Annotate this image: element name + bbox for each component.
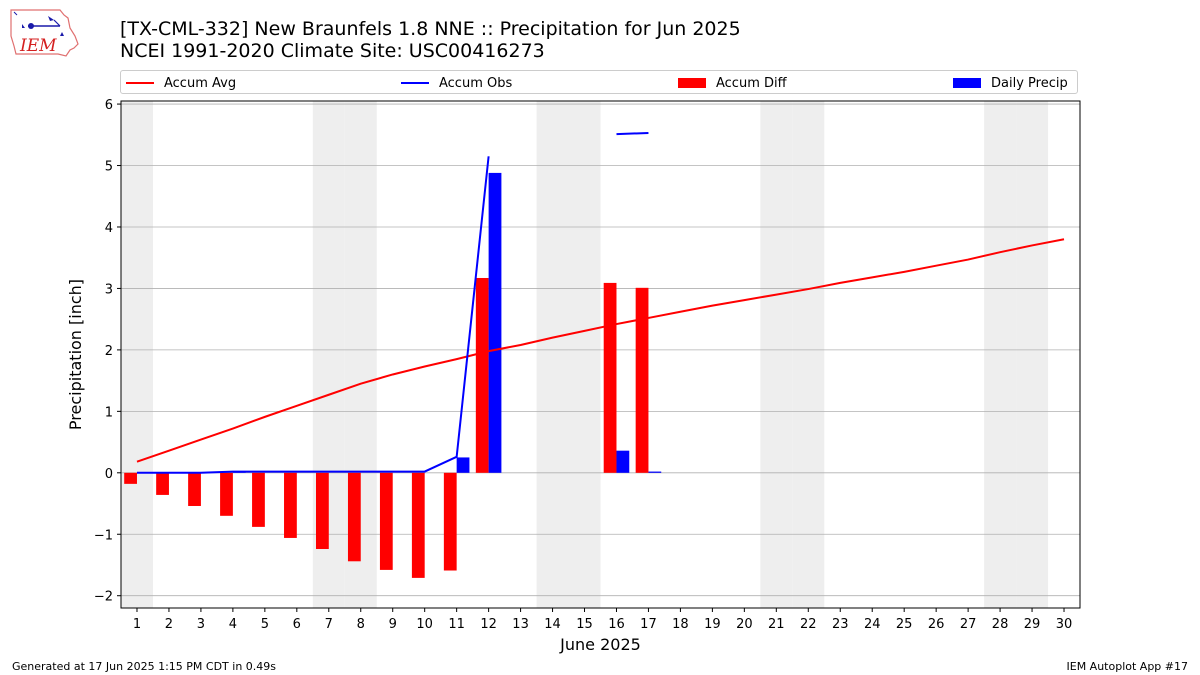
weekend-shade <box>536 101 569 608</box>
x-tick-label: 30 <box>1056 617 1073 632</box>
x-tick-label: 26 <box>928 617 945 632</box>
legend-label-accum-obs: Accum Obs <box>439 75 513 91</box>
x-tick-label: 19 <box>704 617 721 632</box>
x-tick-label: 21 <box>768 617 785 632</box>
x-tick-label: 11 <box>448 617 465 632</box>
accum-diff-bar <box>252 472 265 527</box>
iem-logo: IEM <box>10 9 79 57</box>
x-tick-label: 27 <box>960 617 977 632</box>
legend-label-accum-avg: Accum Avg <box>164 75 237 91</box>
accum-avg-swatch <box>126 82 154 84</box>
x-tick-label: 8 <box>357 617 365 632</box>
weekend-shade <box>1016 101 1049 608</box>
accum-diff-bar <box>156 472 169 495</box>
daily-precip-bar <box>456 457 470 473</box>
x-tick-label: 4 <box>229 617 237 632</box>
accum-diff-bar <box>124 472 137 484</box>
accum-obs-line <box>616 131 649 136</box>
x-tick-label: 29 <box>1024 617 1041 632</box>
x-tick-label: 9 <box>389 617 397 632</box>
x-tick-label: 14 <box>544 617 561 632</box>
title-line-2: NCEI 1991-2020 Climate Site: USC00416273 <box>120 40 545 62</box>
weekend-shade <box>121 101 153 608</box>
plot-frame <box>120 100 1081 609</box>
x-tick-label: 7 <box>325 617 333 632</box>
daily-precip-bar <box>616 450 630 473</box>
x-tick-label: 12 <box>480 617 497 632</box>
logo-text: IEM <box>19 36 57 56</box>
chart-legend: Accum Avg Accum Obs Accum Diff Daily Pre… <box>120 70 1078 94</box>
accum-obs-swatch <box>401 82 429 84</box>
weekend-shade <box>984 101 1017 608</box>
x-tick-label: 17 <box>640 617 657 632</box>
x-tick-label: 24 <box>864 617 881 632</box>
weekend-shade <box>792 101 825 608</box>
y-tick-label: 2 <box>105 344 113 359</box>
x-tick-label: 23 <box>832 617 849 632</box>
accum-diff-swatch <box>678 78 706 88</box>
accum-diff-bar <box>188 472 201 506</box>
x-tick-label: 22 <box>800 617 817 632</box>
y-tick-label: 5 <box>105 160 113 175</box>
legend-item-accum-obs: Accum Obs <box>401 74 512 92</box>
x-tick-label: 28 <box>992 617 1009 632</box>
x-tick-label: 6 <box>293 617 301 632</box>
y-tick-label: 4 <box>105 221 113 236</box>
accum-diff-bar <box>635 287 649 473</box>
x-tick-label: 13 <box>512 617 529 632</box>
accum-diff-bar <box>347 472 361 562</box>
accum-diff-bar <box>284 472 297 538</box>
daily-precip-swatch <box>953 78 981 88</box>
y-tick-label: 6 <box>105 98 113 113</box>
accum-obs-line <box>136 156 490 474</box>
x-tick-label: 1 <box>133 617 141 632</box>
daily-precip-bar <box>488 172 502 473</box>
x-tick-label: 3 <box>197 617 205 632</box>
y-tick-label: −2 <box>94 590 113 605</box>
generated-timestamp: Generated at 17 Jun 2025 1:15 PM CDT in … <box>12 660 277 673</box>
y-tick-label: −1 <box>94 528 113 543</box>
x-tick-label: 25 <box>896 617 913 632</box>
accum-diff-bar <box>220 472 233 516</box>
x-tick-label: 2 <box>165 617 173 632</box>
y-tick-label: 1 <box>105 405 113 420</box>
x-tick-label: 5 <box>261 617 269 632</box>
weekend-shade <box>760 101 793 608</box>
accum-diff-bar <box>379 472 393 570</box>
y-tick-label: 0 <box>105 467 113 482</box>
x-tick-label: 20 <box>736 617 753 632</box>
legend-item-accum-avg: Accum Avg <box>126 74 236 92</box>
legend-label-accum-diff: Accum Diff <box>716 75 787 91</box>
accum-diff-bar <box>443 472 457 571</box>
x-tick-label: 16 <box>608 617 625 632</box>
x-tick-label: 15 <box>576 617 593 632</box>
accum-diff-bar <box>475 277 489 473</box>
accum-avg-line <box>136 238 1065 463</box>
x-axis-label: June 2025 <box>559 635 641 654</box>
legend-label-daily-precip: Daily Precip <box>991 75 1068 91</box>
legend-item-accum-diff: Accum Diff <box>678 74 787 92</box>
accum-diff-bar <box>315 472 329 550</box>
chart-title: [TX-CML-332] New Braunfels 1.8 NNE :: Pr… <box>120 18 741 62</box>
y-tick-label: 3 <box>105 282 113 297</box>
legend-item-daily-precip: Daily Precip <box>953 74 1068 92</box>
autoplot-app-label: IEM Autoplot App #17 <box>1066 660 1189 673</box>
x-tick-label: 10 <box>416 617 433 632</box>
y-axis-label: Precipitation [inch] <box>66 279 85 430</box>
x-tick-label: 18 <box>672 617 689 632</box>
title-line-1: [TX-CML-332] New Braunfels 1.8 NNE :: Pr… <box>120 18 741 40</box>
daily-precip-bar <box>648 471 662 473</box>
accum-diff-bar <box>411 472 425 578</box>
weekend-shade <box>568 101 601 608</box>
accum-diff-bar <box>603 282 617 473</box>
